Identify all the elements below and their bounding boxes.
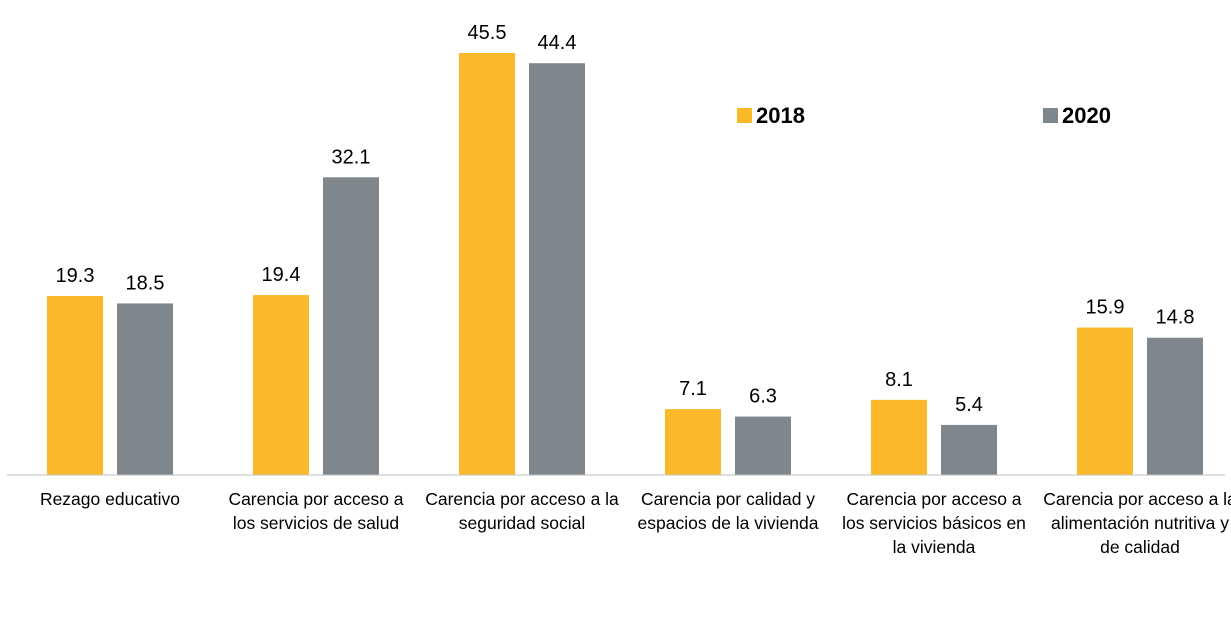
- bar: [529, 63, 585, 475]
- bar: [1077, 327, 1133, 475]
- x-tick-label: Carencia por acceso a los servicios de s…: [228, 489, 404, 533]
- value-label: 19.4: [262, 264, 301, 286]
- value-label: 32.1: [332, 146, 371, 168]
- bar: [323, 177, 379, 475]
- bar: [665, 409, 721, 475]
- x-tick-label: Carencia por acceso a la seguridad socia…: [425, 489, 619, 533]
- legend-swatch: [737, 108, 752, 123]
- x-tick-label: Rezago educativo: [39, 489, 181, 509]
- legend-label: 2020: [1062, 103, 1111, 128]
- value-label: 19.3: [56, 265, 95, 287]
- x-tick-label: Carencia por acceso a los servicios bási…: [842, 489, 1026, 557]
- bar: [47, 295, 103, 475]
- value-label: 5.4: [955, 394, 983, 416]
- bar: [253, 295, 309, 475]
- value-label: 6.3: [749, 386, 777, 408]
- bar: [735, 416, 791, 475]
- x-tick-label: Carencia por calidad y espacios de la vi…: [637, 489, 819, 533]
- value-label: 18.5: [126, 272, 165, 294]
- value-label: 15.9: [1086, 297, 1125, 319]
- value-label: 14.8: [1156, 307, 1195, 329]
- value-label: 8.1: [885, 369, 913, 391]
- legend-label: 2018: [756, 103, 805, 128]
- bar: [871, 399, 927, 475]
- legend-swatch: [1043, 108, 1058, 123]
- value-label: 44.4: [538, 32, 577, 54]
- bar: [941, 424, 997, 475]
- bar: [1147, 337, 1203, 475]
- value-label: 7.1: [679, 378, 707, 400]
- bar: [117, 303, 173, 475]
- x-tick-label: Carencia por acceso a la alimentación nu…: [1043, 489, 1231, 557]
- bar: [459, 53, 515, 475]
- value-label: 45.5: [468, 22, 507, 44]
